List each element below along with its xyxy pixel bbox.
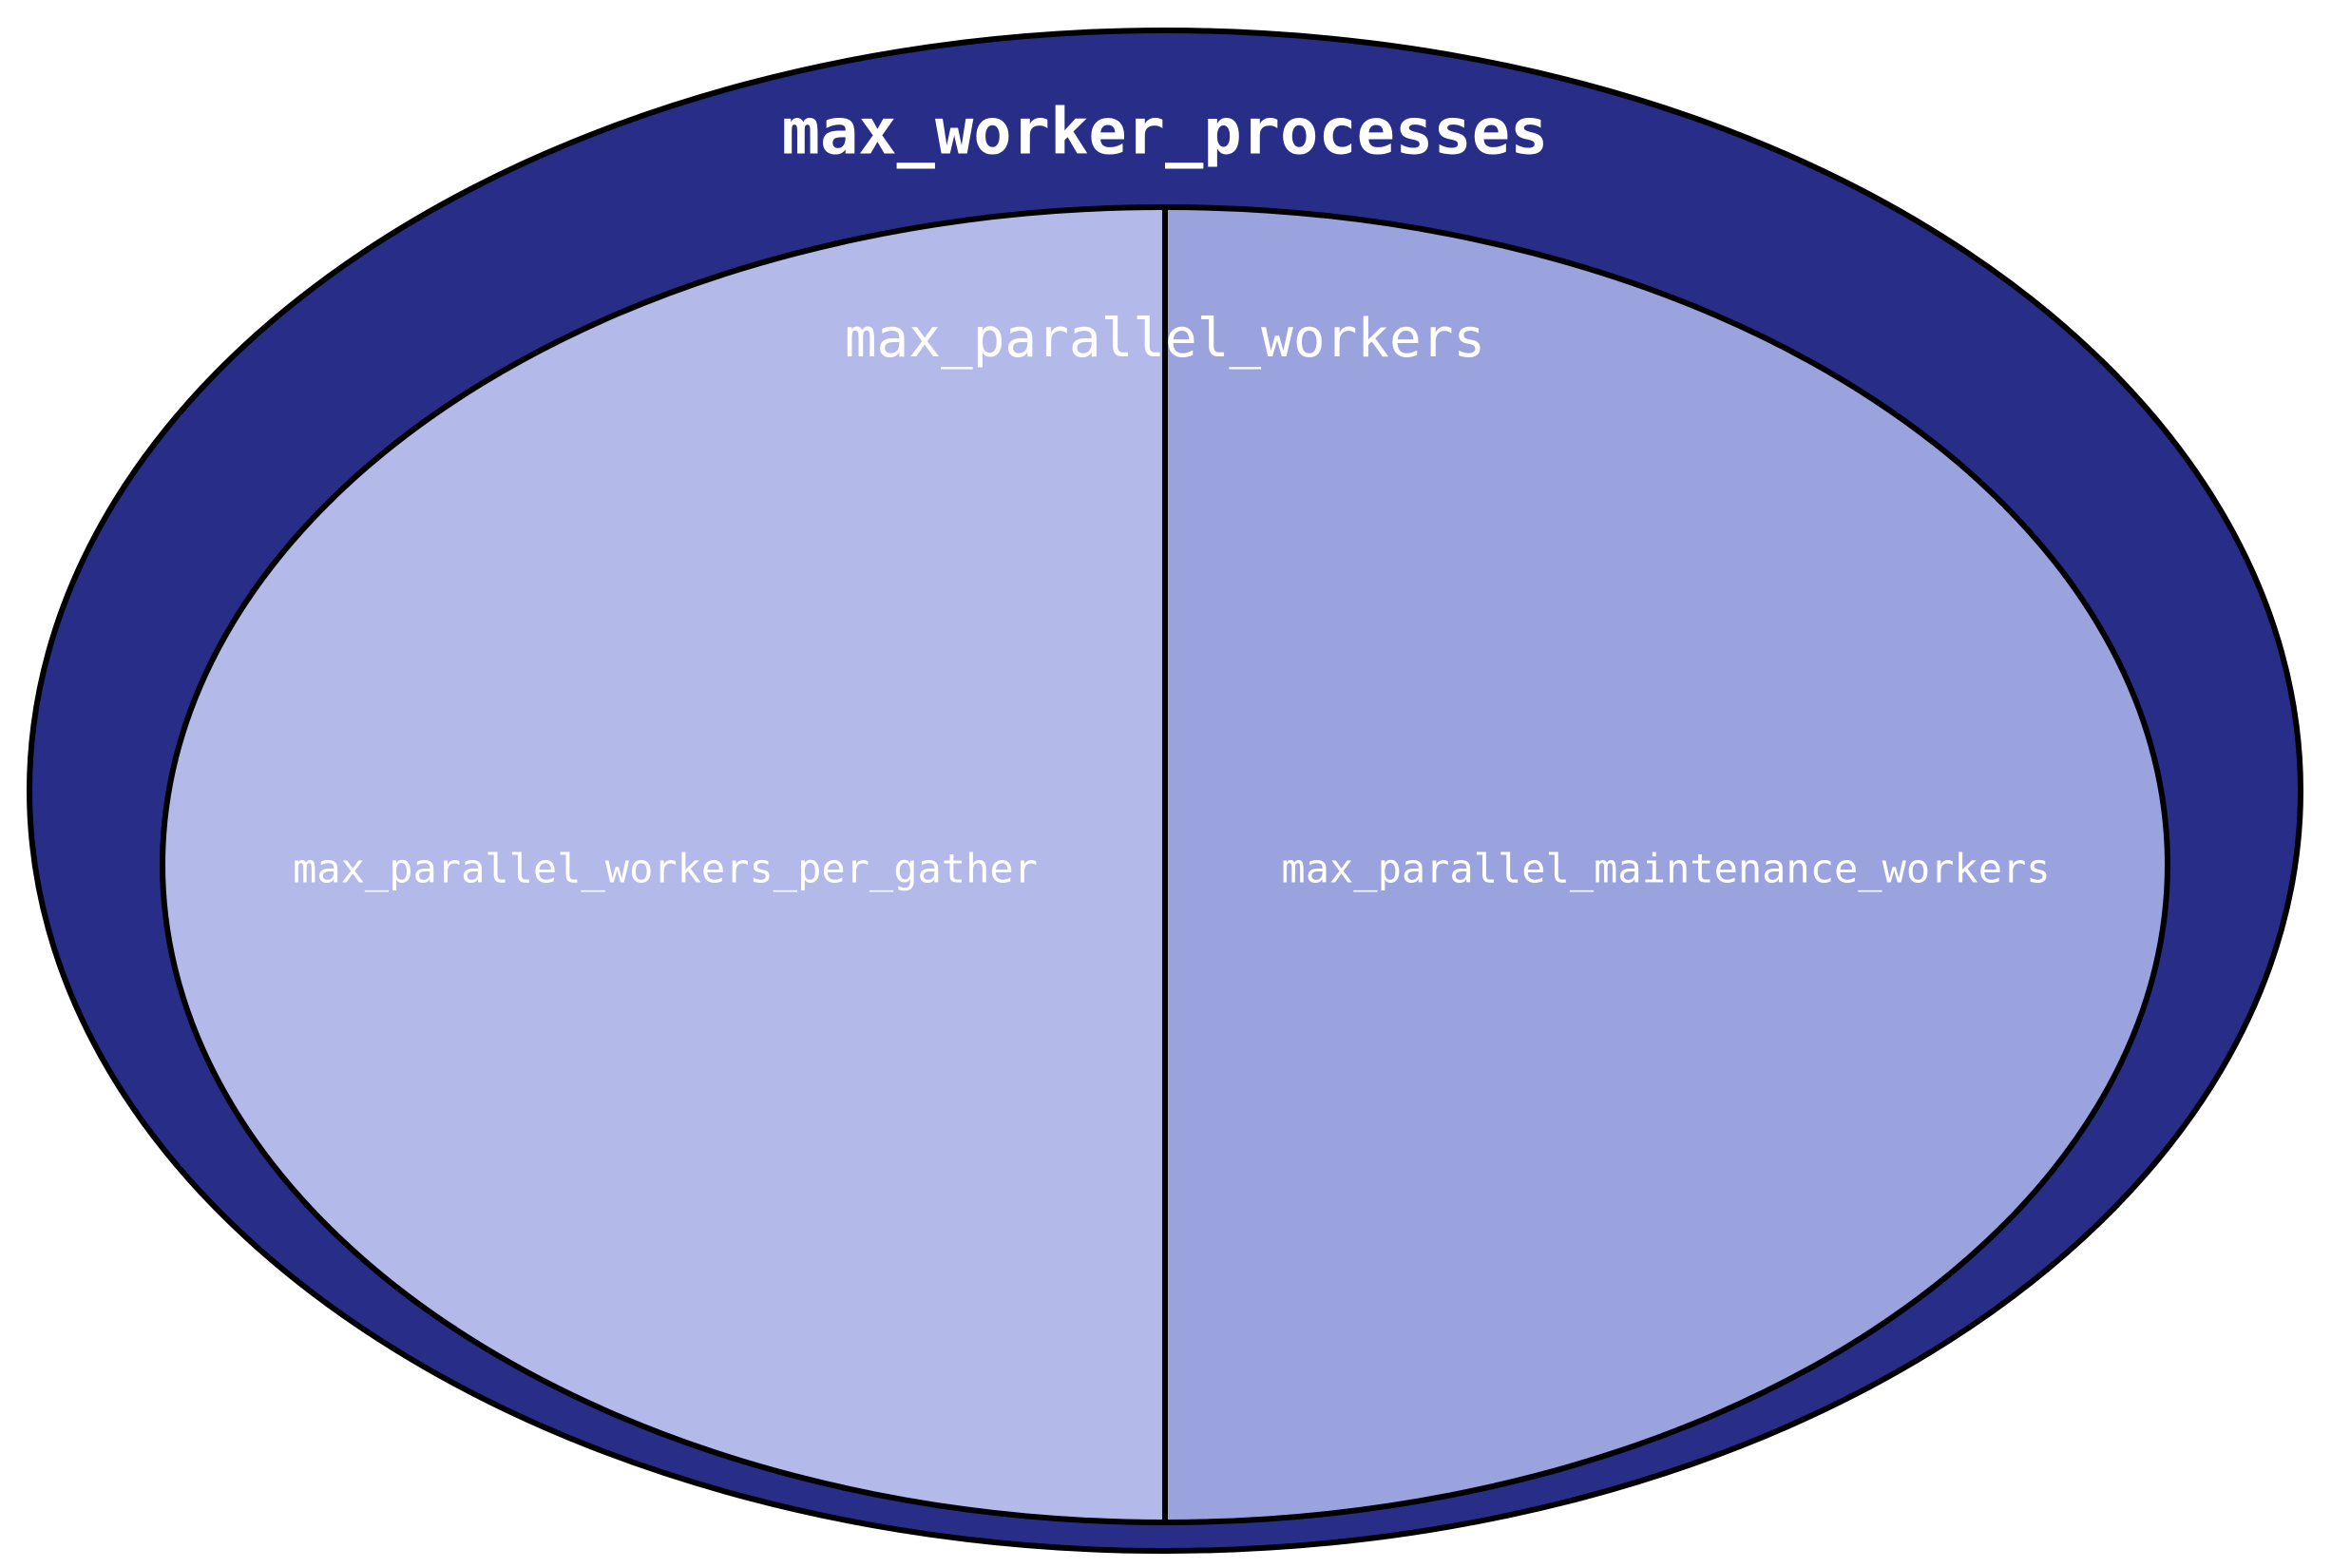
inner-ellipse-label: max_parallel_workers xyxy=(845,308,1485,370)
inner-right-label: max_parallel_maintenance_workers xyxy=(1281,846,2050,892)
outer-ellipse-label: max_worker_processes xyxy=(782,95,1549,169)
worker-hierarchy-diagram: max_worker_processes max_parallel_worker… xyxy=(0,0,2331,1568)
inner-left-label: max_parallel_workers_per_gather xyxy=(293,846,1038,892)
